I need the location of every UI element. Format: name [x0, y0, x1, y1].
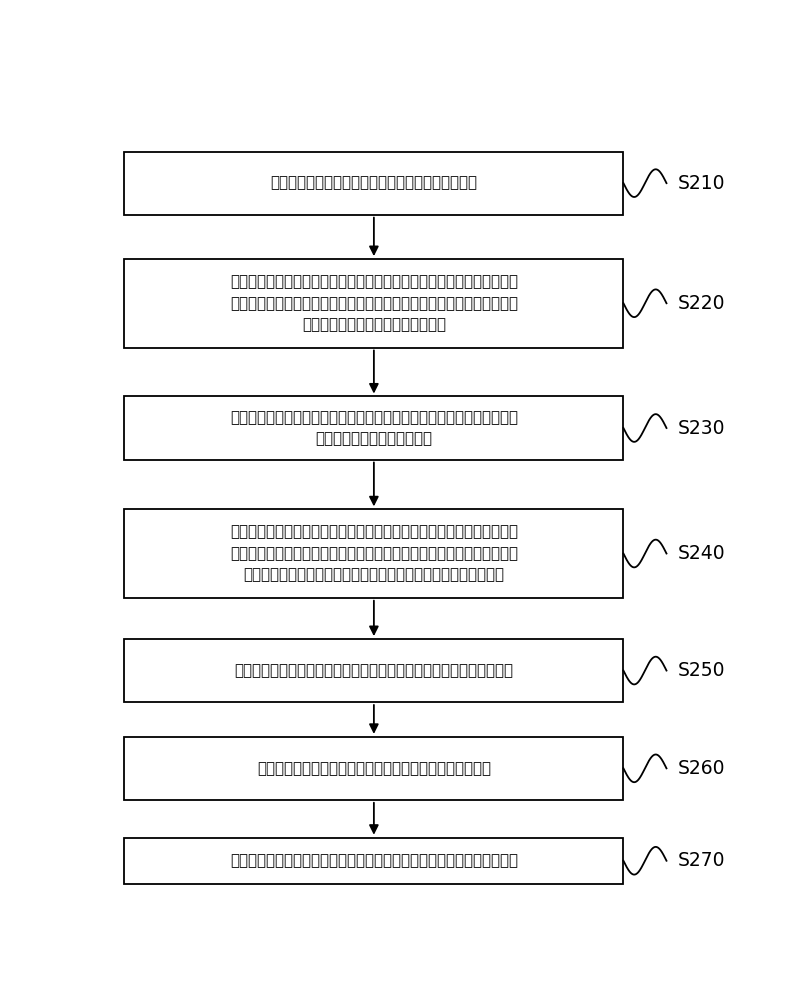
Text: S250: S250 [678, 661, 725, 680]
Text: S210: S210 [678, 174, 725, 193]
Bar [124, 838, 623, 884]
Text: S260: S260 [678, 759, 725, 778]
Text: S240: S240 [678, 544, 725, 563]
Text: 针对每一个待处理焊点，根据第一位置信息和第二位置信息，确定与待处
理焊点相对应的各母材零件号: 针对每一个待处理焊点，根据第一位置信息和第二位置信息，确定与待处 理焊点相对应的… [230, 410, 518, 446]
Text: S220: S220 [678, 294, 725, 313]
Bar [124, 152, 623, 215]
Bar [124, 259, 623, 348]
Text: 基于母材属性提取函数以及各母材标识，确定各待焊接母材的属性信息: 基于母材属性提取函数以及各母材标识，确定各待焊接母材的属性信息 [234, 663, 514, 678]
Bar [124, 509, 623, 598]
Text: 根据整车模型中各焊点所对应的焊点类型对象，确定各焊点的类型，从类
型为普通焊点的焊点中确定至少一个待处理焊点，并根据整车模型确定与
各待处理焊点相对应的第二位置: 根据整车模型中各焊点所对应的焊点类型对象，确定各焊点的类型，从类 型为普通焊点的… [230, 274, 518, 332]
Bar [124, 639, 623, 702]
Text: 根据各待焊接母材的属性信息，确定待处理焊点的失效参数: 根据各待焊接母材的属性信息，确定待处理焊点的失效参数 [257, 761, 491, 776]
Text: S270: S270 [678, 851, 725, 870]
Bar [124, 396, 623, 460]
Text: 获取整车模型，并获取与整车模型相对应的焊点文件: 获取整车模型，并获取与整车模型相对应的焊点文件 [270, 176, 477, 191]
Bar [124, 737, 623, 800]
Text: 为各待处理焊点建立普通焊点对象数组，针对普通焊点对象数组中的每一
个普通焊点元素，根据与普通焊点元素相对应的各母材零件号以及母材标
识确定函数确定与普通焊点元素: 为各待处理焊点建立普通焊点对象数组，针对普通焊点对象数组中的每一 个普通焊点元素… [230, 524, 518, 583]
Text: S230: S230 [678, 418, 725, 438]
Text: 将与待处理焊点对应的焊点类型对象由普通焊点对象替换为失效焊点对象: 将与待处理焊点对应的焊点类型对象由普通焊点对象替换为失效焊点对象 [230, 853, 518, 868]
